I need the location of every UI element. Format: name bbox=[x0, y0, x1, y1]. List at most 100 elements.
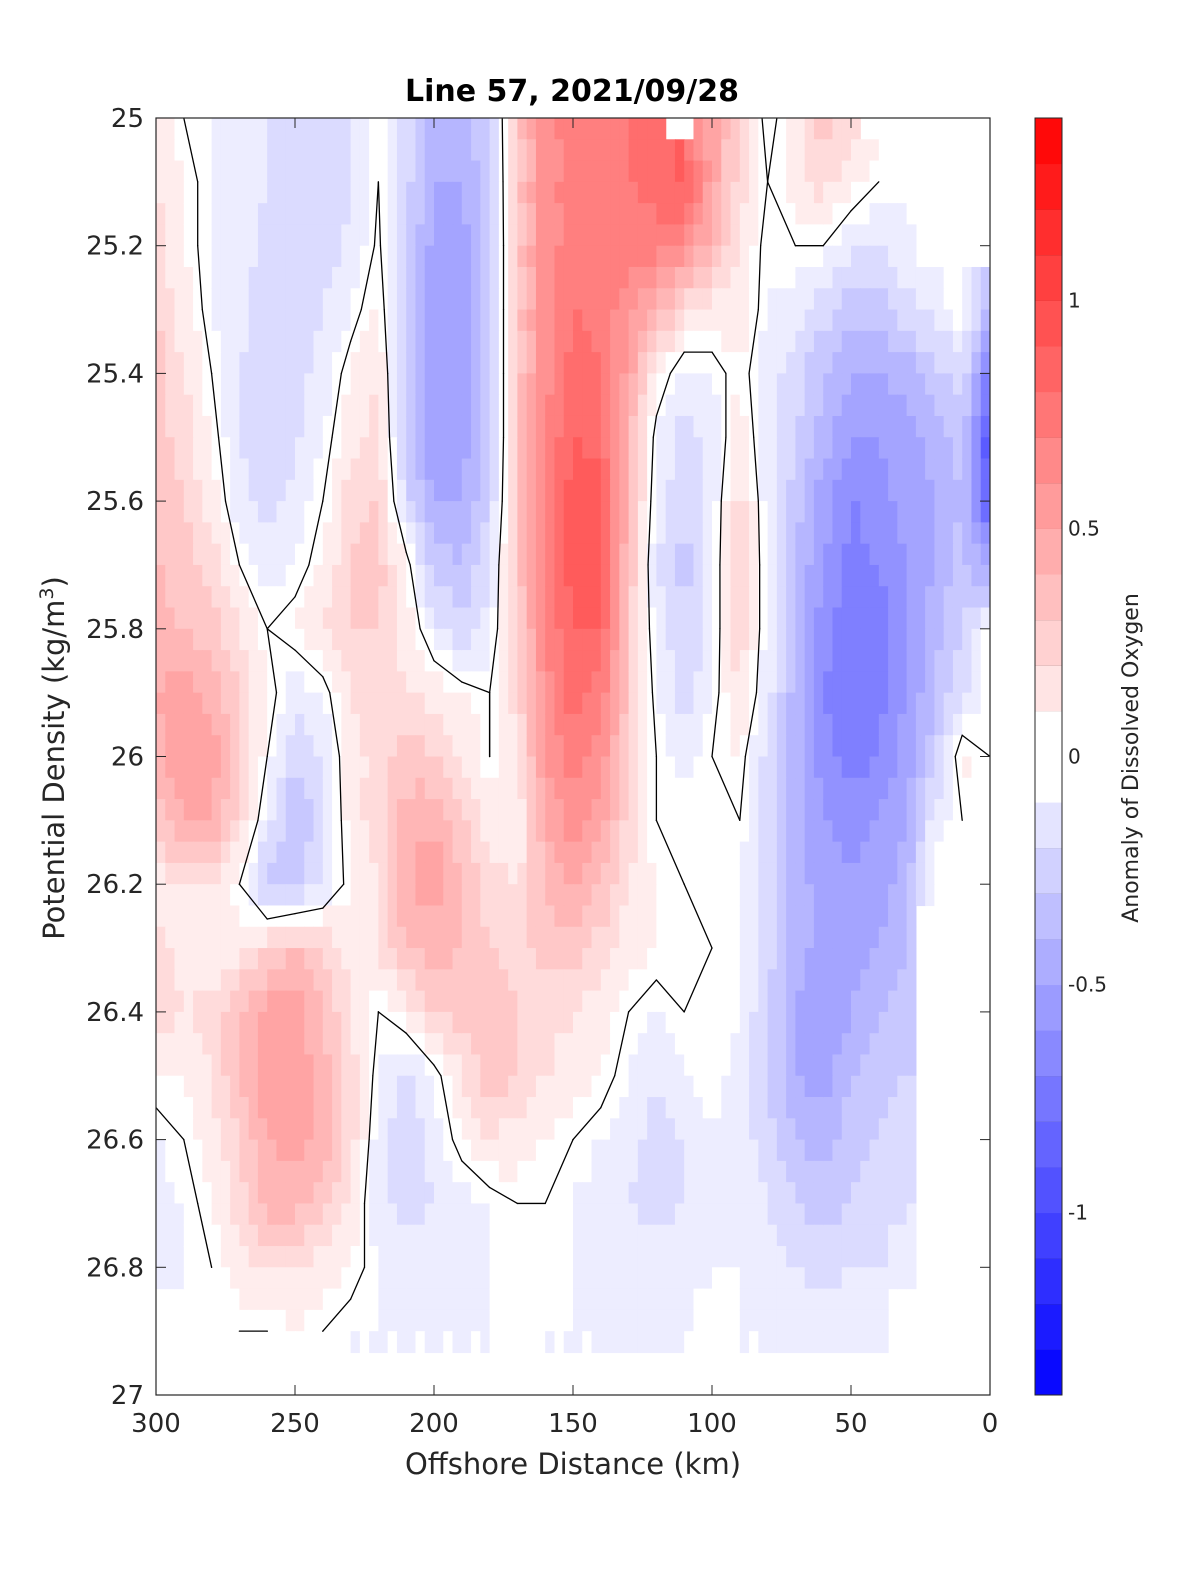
heatmap-cell bbox=[693, 543, 704, 566]
heatmap-cell bbox=[897, 1118, 908, 1141]
heatmap-cell bbox=[832, 777, 843, 800]
heatmap-cell bbox=[628, 1011, 639, 1034]
heatmap-cell bbox=[702, 841, 713, 864]
heatmap-cell bbox=[767, 650, 778, 672]
heatmap-cell bbox=[508, 1224, 518, 1247]
heatmap-cell bbox=[563, 224, 574, 247]
heatmap-cell bbox=[767, 820, 778, 843]
heatmap-cell bbox=[193, 160, 203, 183]
heatmap-cell bbox=[406, 820, 417, 843]
heatmap-cell bbox=[684, 501, 695, 523]
heatmap-cell bbox=[239, 884, 250, 907]
heatmap-cell bbox=[712, 1203, 722, 1226]
heatmap-cell bbox=[350, 1203, 361, 1226]
heatmap-cell bbox=[313, 181, 324, 204]
heatmap-cell bbox=[350, 607, 361, 630]
heatmap-cell bbox=[628, 820, 639, 843]
heatmap-cell bbox=[637, 1160, 648, 1183]
heatmap-cell bbox=[786, 862, 796, 885]
heatmap-cell bbox=[202, 1139, 213, 1162]
heatmap-cell bbox=[554, 713, 565, 736]
heatmap-cell bbox=[220, 671, 231, 694]
heatmap-cell bbox=[276, 479, 287, 502]
heatmap-cell bbox=[156, 501, 166, 523]
heatmap-cell bbox=[211, 1075, 222, 1098]
heatmap-cell bbox=[369, 607, 379, 630]
heatmap-cell bbox=[276, 203, 287, 226]
heatmap-cell bbox=[220, 777, 231, 800]
heatmap-cell bbox=[823, 926, 834, 949]
heatmap-cell bbox=[276, 1246, 287, 1268]
heatmap-cell bbox=[832, 479, 843, 502]
heatmap-cell bbox=[341, 522, 352, 545]
heatmap-cell bbox=[183, 160, 194, 183]
heatmap-cell bbox=[387, 139, 398, 162]
heatmap-cell bbox=[285, 203, 296, 226]
heatmap-cell bbox=[322, 1011, 333, 1034]
heatmap-cell bbox=[165, 479, 176, 502]
heatmap-cell bbox=[239, 1075, 250, 1098]
heatmap-cell bbox=[341, 181, 352, 204]
heatmap-cell bbox=[350, 118, 361, 140]
heatmap-cell bbox=[860, 841, 871, 864]
heatmap-cell bbox=[174, 756, 185, 779]
heatmap-cell bbox=[823, 1118, 834, 1141]
heatmap-cell bbox=[285, 756, 296, 779]
heatmap-cell bbox=[684, 373, 695, 396]
heatmap-cell bbox=[591, 1097, 602, 1119]
heatmap-cell bbox=[573, 862, 583, 885]
heatmap-cell bbox=[906, 905, 917, 928]
heatmap-cell bbox=[563, 160, 574, 183]
heatmap-cell bbox=[786, 266, 796, 289]
heatmap-cell bbox=[526, 352, 537, 374]
heatmap-cell bbox=[174, 522, 185, 545]
heatmap-cell bbox=[749, 777, 759, 800]
heatmap-cell bbox=[804, 437, 815, 460]
heatmap-cell bbox=[925, 394, 935, 417]
heatmap-cell bbox=[304, 118, 315, 140]
heatmap-cell bbox=[156, 735, 166, 758]
heatmap-cell bbox=[424, 118, 435, 140]
heatmap-cell bbox=[915, 266, 926, 289]
heatmap-cell bbox=[535, 671, 546, 694]
heatmap-cell bbox=[721, 884, 732, 907]
heatmap-cell bbox=[498, 1054, 509, 1077]
heatmap-cell bbox=[582, 160, 593, 183]
heatmap-cell bbox=[369, 756, 379, 779]
heatmap-cell bbox=[156, 564, 166, 587]
heatmap-cell bbox=[313, 948, 324, 970]
heatmap-cell bbox=[600, 309, 611, 332]
heatmap-cell bbox=[276, 181, 287, 204]
heatmap-cell bbox=[888, 330, 898, 353]
heatmap-cell bbox=[508, 309, 518, 332]
heatmap-cell bbox=[508, 1203, 518, 1226]
heatmap-cell bbox=[332, 437, 342, 460]
heatmap-cell bbox=[869, 203, 880, 226]
heatmap-cell bbox=[369, 926, 379, 949]
heatmap-cell bbox=[359, 394, 370, 417]
heatmap-cell bbox=[674, 415, 685, 438]
heatmap-cell bbox=[276, 309, 287, 332]
heatmap-cell bbox=[230, 1203, 240, 1226]
heatmap-cell bbox=[202, 841, 213, 864]
heatmap-cell bbox=[295, 1097, 305, 1119]
heatmap-cell bbox=[396, 1139, 407, 1162]
heatmap-cell bbox=[739, 777, 750, 800]
heatmap-cell bbox=[869, 607, 880, 630]
zero-contour-lines bbox=[156, 118, 990, 1332]
heatmap-cell bbox=[823, 799, 834, 821]
heatmap-cell bbox=[582, 756, 593, 779]
heatmap-cell bbox=[712, 245, 722, 268]
heatmap-cell bbox=[322, 948, 333, 970]
heatmap-cell bbox=[276, 1033, 287, 1056]
heatmap-cell bbox=[480, 862, 491, 885]
heatmap-cell bbox=[758, 777, 769, 800]
heatmap-cell bbox=[878, 905, 889, 928]
heatmap-cell bbox=[721, 692, 732, 715]
heatmap-cell bbox=[285, 1160, 296, 1183]
heatmap-cell bbox=[183, 926, 194, 949]
heatmap-cell bbox=[174, 1182, 185, 1205]
heatmap-cell bbox=[795, 1054, 806, 1077]
heatmap-cell bbox=[498, 1160, 509, 1183]
heatmap-cell bbox=[220, 415, 231, 438]
